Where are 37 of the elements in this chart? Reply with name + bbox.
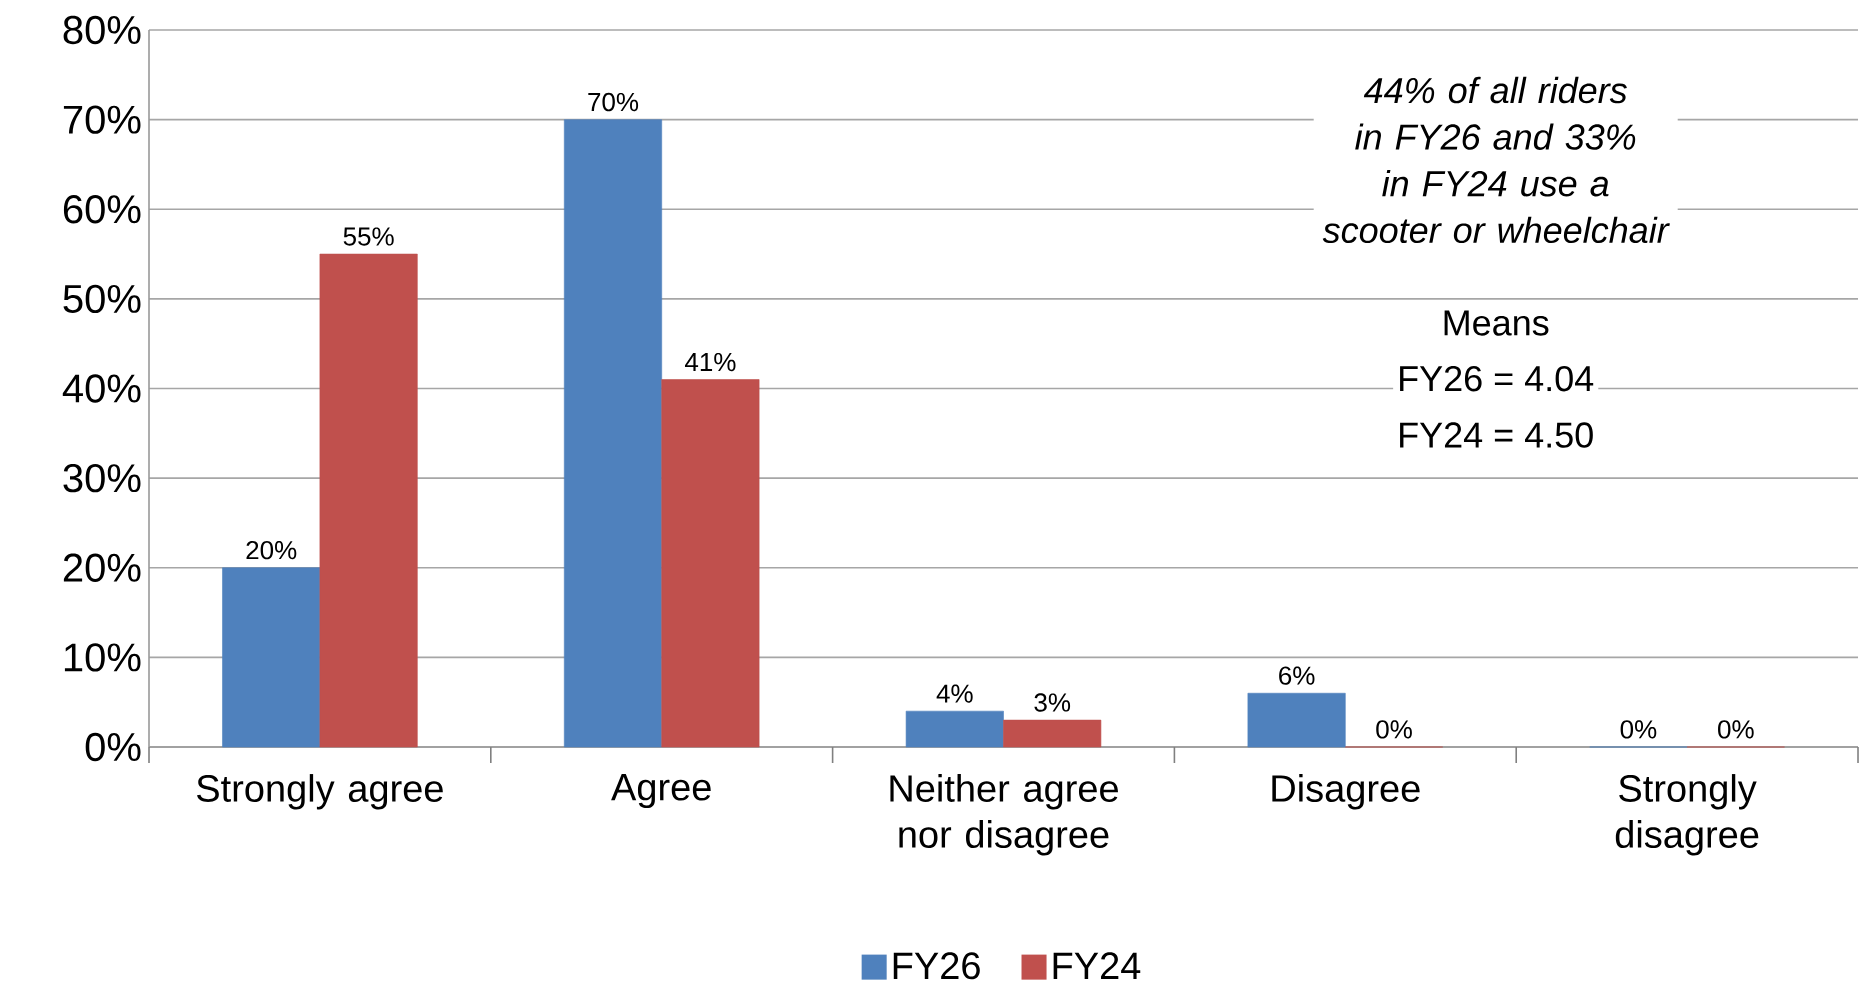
y-tick-label: 50% — [63, 284, 141, 314]
legend-label: FY26 — [893, 952, 980, 980]
data-label: 0% — [1718, 720, 1754, 739]
bar — [661, 379, 760, 748]
bar — [563, 119, 663, 748]
bar — [222, 567, 321, 748]
bar — [319, 253, 418, 748]
bar — [1003, 719, 1102, 748]
annotation: 44% of all riders in FY26 and 33% in FY24 use a scooter or wheelchair — [1322, 76, 1670, 244]
data-label: 20% — [246, 540, 297, 560]
data-label: 55% — [343, 227, 394, 246]
annotation: Means — [1444, 310, 1549, 336]
x-tick-label: Strongly agree — [197, 774, 443, 810]
x-tick-label: Agree — [611, 774, 711, 809]
y-tick-label: 80% — [63, 15, 141, 45]
data-label: 4% — [936, 684, 973, 703]
y-tick-label: 30% — [63, 463, 141, 493]
data-label: 3% — [1034, 693, 1071, 712]
data-label: 70% — [588, 92, 639, 112]
data-label: 41% — [684, 352, 736, 372]
annotation: FY26 = 4.04 — [1400, 365, 1594, 392]
bar — [905, 710, 1004, 748]
x-tick-label: Disagree — [1272, 774, 1420, 810]
y-tick-label: 10% — [64, 643, 141, 672]
x-tick-label: Neither agree nor disagree — [890, 774, 1118, 856]
data-label: 6% — [1279, 666, 1315, 685]
y-tick-label: 40% — [62, 374, 141, 403]
y-tick-label: 0% — [85, 732, 141, 762]
y-tick-label: 20% — [63, 553, 141, 582]
annotation: FY24 = 4.50 — [1400, 422, 1593, 448]
data-label: 0% — [1620, 720, 1657, 739]
legend-label: FY24 — [1053, 952, 1141, 979]
y-tick-label: 60% — [63, 195, 141, 224]
bar — [1247, 692, 1346, 748]
x-tick-label: Strongly disagree — [1615, 774, 1759, 856]
data-label: 0% — [1376, 720, 1412, 739]
y-tick-label: 70% — [63, 105, 141, 134]
